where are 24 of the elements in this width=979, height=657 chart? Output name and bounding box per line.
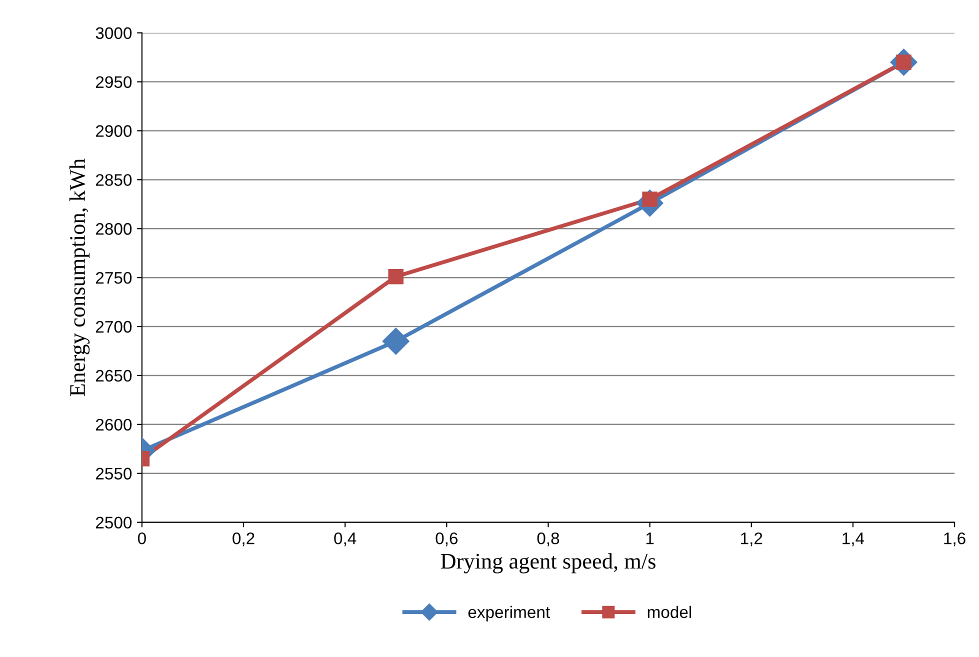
- y-tick-label: 2750: [96, 272, 132, 284]
- y-tick-label: 2500: [96, 516, 132, 529]
- y-axis-title: Energy consumption, kWh: [69, 158, 90, 396]
- y-tick-label: 2850: [96, 174, 132, 186]
- y-tick-label: 2700: [96, 320, 132, 333]
- y-tick-label: 3000: [96, 27, 132, 40]
- y-tick-label: 2650: [96, 370, 132, 382]
- x-axis-title: Drying agent speed, m/s: [440, 553, 656, 574]
- legend-label: experiment: [468, 606, 550, 622]
- y-tick-label: 2950: [96, 76, 132, 88]
- x-tick-label: 1,4: [842, 532, 864, 546]
- x-tick-label: 1: [646, 532, 654, 544]
- x-tick-label: 1,2: [741, 532, 762, 546]
- y-tick-label: 2900: [96, 125, 132, 137]
- x-tick-label: 0,4: [334, 532, 356, 546]
- x-tick-label: 0,8: [537, 532, 560, 546]
- x-tick-label: 0,6: [436, 532, 458, 546]
- y-tick-label: 2600: [96, 418, 132, 431]
- legend-label: model: [648, 606, 692, 618]
- x-tick-label: 1,6: [944, 532, 966, 546]
- y-tick-label: 2800: [96, 223, 132, 235]
- x-tick-label: 0,2: [232, 532, 254, 546]
- x-tick-label: 0: [138, 532, 146, 544]
- y-tick-label: 2550: [96, 468, 132, 480]
